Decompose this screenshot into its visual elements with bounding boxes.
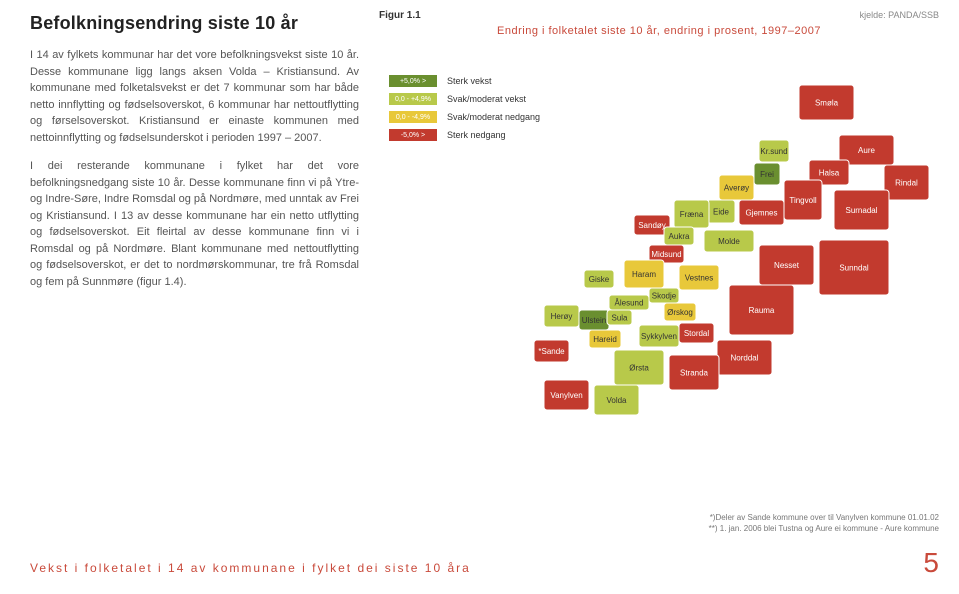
municipality-label: Surnadal	[845, 206, 877, 215]
municipality-label: Halsa	[819, 169, 840, 178]
municipality-label: Rindal	[895, 179, 918, 188]
municipality-label: Molde	[718, 237, 740, 246]
footnote-line-2: **) 1. jan. 2006 blei Tustna og Aure ei …	[709, 523, 939, 534]
municipality-label: Sunndal	[839, 264, 869, 273]
municipality-label: Fræna	[680, 210, 704, 219]
footnote-line-1: *)Deler av Sande kommune over til Vanylv…	[709, 512, 939, 523]
section-heading: Befolkningsendring siste 10 år	[30, 10, 359, 37]
municipality-label: Gjemnes	[745, 209, 777, 218]
legend-swatch: 0,0 - +4,9%	[389, 93, 437, 105]
municipality-label: Ørskog	[667, 308, 693, 317]
text-column: Befolkningsendring siste 10 år I 14 av f…	[30, 10, 359, 475]
map-area: +5,0% >Sterk vekst0,0 - +4,9%Svak/modera…	[379, 45, 939, 475]
municipality-label: *Sande	[538, 347, 565, 356]
paragraph-1: I 14 av fylkets kommunar har det vore be…	[30, 47, 359, 146]
municipality-label: Vestnes	[685, 274, 713, 283]
municipality-label: Tingvoll	[789, 196, 816, 205]
municipality-label: Sandøy	[638, 221, 666, 230]
figure-label: Figur 1.1	[379, 10, 421, 21]
figure-header: Figur 1.1 kjelde: PANDA/SSB	[379, 10, 939, 21]
figure-column: Figur 1.1 kjelde: PANDA/SSB Endring i fo…	[379, 10, 939, 475]
municipality-label: Sula	[611, 314, 628, 323]
municipality-label: Haram	[632, 270, 656, 279]
municipality-label: Nesset	[774, 261, 800, 270]
legend-swatch: +5,0% >	[389, 75, 437, 87]
municipality-label: Giske	[589, 275, 610, 284]
municipality-label: Aure	[858, 146, 875, 155]
page-footer: Vekst i folketalet i 14 av kommunane i f…	[30, 547, 939, 579]
municipality-label: Rauma	[749, 306, 775, 315]
municipality-label: Sykkylven	[641, 332, 677, 341]
municipality-label: Stranda	[680, 369, 709, 378]
legend-swatch: 0,0 - -4,9%	[389, 111, 437, 123]
municipality-label: Herøy	[551, 312, 573, 321]
municipality-label: Eide	[713, 208, 730, 217]
municipality-label: Hareid	[593, 335, 617, 344]
page-number: 5	[923, 547, 939, 579]
municipality-label: Ålesund	[615, 299, 644, 308]
municipality-label: Aukra	[669, 232, 690, 241]
paragraph-2: I dei resterande kommunane i fylket har …	[30, 158, 359, 290]
municipality-label: Smøla	[815, 99, 839, 108]
municipality-label: Averøy	[724, 184, 749, 193]
map-svg: Smøla Kr.sund Aure Frei Halsa Tingvoll Rindal A…	[439, 45, 939, 465]
legend-swatch: -5,0% >	[389, 129, 437, 141]
figure-title: Endring i folketalet siste 10 år, endrin…	[379, 25, 939, 37]
municipality-label: Midsund	[651, 250, 681, 259]
municipality-label: Volda	[606, 396, 627, 405]
municipality-label: Kr.sund	[760, 147, 787, 156]
figure-source: kjelde: PANDA/SSB	[860, 10, 939, 21]
municipality-label: Norddal	[730, 354, 758, 363]
municipality-label: Vanylven	[550, 391, 582, 400]
figure-footnote: *)Deler av Sande kommune over til Vanylv…	[709, 512, 939, 534]
municipality-label: Ulstein	[582, 316, 606, 325]
municipality-label: Frei	[760, 170, 774, 179]
municipality-label: Stordal	[684, 329, 710, 338]
footer-caption: Vekst i folketalet i 14 av kommunane i f…	[30, 561, 471, 575]
municipality-label: Ørsta	[629, 364, 649, 373]
municipality-label: Skodje	[652, 292, 677, 301]
